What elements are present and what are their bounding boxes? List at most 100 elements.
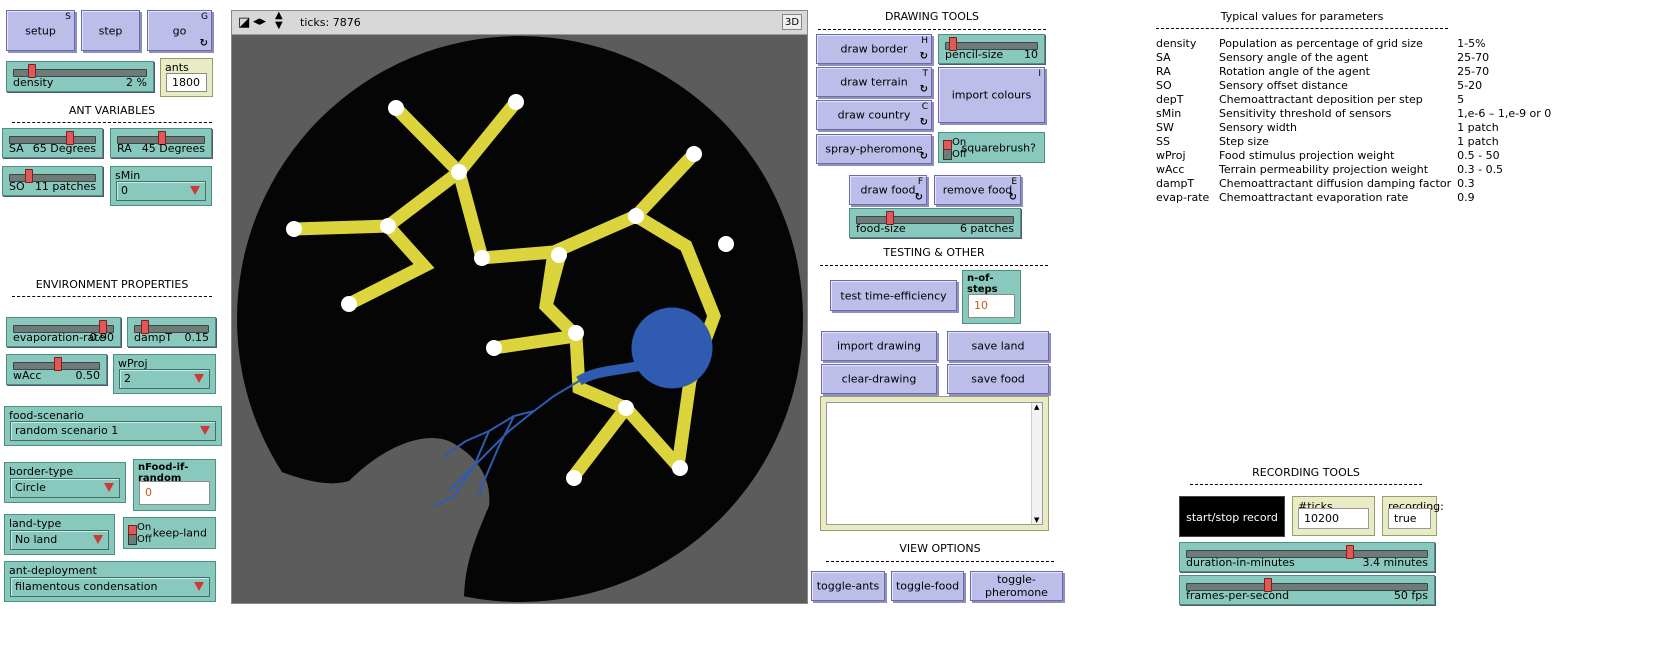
chooser-box[interactable]: 2 <box>119 369 210 389</box>
chooser-box[interactable]: 0 <box>116 181 206 201</box>
ant-deployment-chooser[interactable]: ant-deployment filamentous condensation <box>4 561 216 602</box>
view-toolbar: ◪ ◂▸ ▲ ▼ ticks: 7876 3D <box>232 11 807 35</box>
setup-button[interactable]: S setup <box>6 10 75 51</box>
chooser-box[interactable]: filamentous condensation <box>10 577 210 597</box>
scroll-down-icon[interactable]: ▼ <box>1034 516 1040 524</box>
horizontal-arrows-icon[interactable]: ◂▸ <box>253 14 267 29</box>
slider-thumb[interactable] <box>886 211 895 225</box>
draw-country-button[interactable]: C draw country ↻ <box>816 100 932 130</box>
parameter-row: sMin Sensitivity threshold of sensors 1,e-… <box>1156 107 1557 121</box>
button-label: import colours <box>951 88 1032 102</box>
slider-thumb[interactable] <box>1346 545 1355 559</box>
chooser-box[interactable]: random scenario 1 <box>10 421 216 441</box>
parameter-name: wProj <box>1156 149 1186 162</box>
button-key: F <box>917 177 923 187</box>
scroll-up-icon[interactable]: ▲ <box>1034 403 1040 411</box>
test-time-efficiency-button[interactable]: test time-efficiency <box>830 280 957 311</box>
sa-slider[interactable]: SA 65 Degrees <box>2 128 103 158</box>
pencil-size-slider[interactable]: pencil-size 10 <box>938 34 1045 64</box>
parameter-description: Chemoattractant deposition per step <box>1219 93 1423 106</box>
food-point <box>486 340 502 356</box>
density-slider[interactable]: density 2 % <box>6 61 154 92</box>
slider-value: 0.15 <box>184 331 210 344</box>
input-name: nFood-if-random <box>138 462 189 484</box>
slider-thumb[interactable] <box>53 357 62 371</box>
toggle-ants-button[interactable]: toggle-ants <box>811 571 885 601</box>
import-drawing-button[interactable]: import drawing <box>821 331 937 361</box>
world-view[interactable]: ◪ ◂▸ ▲ ▼ ticks: 7876 3D <box>231 10 808 604</box>
remove-food-button[interactable]: E remove food ↻ <box>934 175 1021 205</box>
n-of-steps-field[interactable]: 10 <box>968 294 1015 318</box>
slime-tendrils <box>433 380 580 507</box>
wproj-chooser[interactable]: wProj 2 <box>113 354 216 394</box>
spray-pheromone-button[interactable]: spray-pheromone ↻ <box>816 134 932 164</box>
parameter-value: 0.9 <box>1457 191 1475 204</box>
switch-toggle[interactable] <box>128 525 137 545</box>
duration-in-minutes-slider[interactable]: duration-in-minutes 3.4 minutes <box>1179 542 1435 572</box>
border-type-chooser[interactable]: border-type Circle <box>4 462 126 503</box>
toggle-food-button[interactable]: toggle-food <box>891 571 964 601</box>
switch-toggle[interactable] <box>943 140 952 160</box>
draw-terrain-button[interactable]: T draw terrain ↻ <box>816 67 932 97</box>
slider-thumb[interactable] <box>140 320 149 334</box>
parameter-name: dampT <box>1156 177 1195 190</box>
slider-thumb[interactable] <box>28 64 37 78</box>
start-stop-record-button[interactable]: start/stop record <box>1179 496 1285 537</box>
slider-thumb[interactable] <box>949 37 958 51</box>
parameter-description: Population as percentage of grid size <box>1219 37 1423 50</box>
ra-slider[interactable]: RA 45 Degrees <box>110 128 212 158</box>
recording-tools-title: RECORDING TOOLS <box>1190 466 1422 485</box>
food-size-slider[interactable]: food-size 6 patches <box>849 208 1021 238</box>
import-colours-button[interactable]: I import colours <box>938 67 1045 123</box>
output-text[interactable]: ▲ ▼ <box>826 402 1043 525</box>
slider-thumb[interactable] <box>98 320 107 334</box>
resize-icon[interactable]: ◪ <box>238 15 251 30</box>
button-label: save food <box>971 372 1025 386</box>
ants-input[interactable]: ants 1800 <box>160 58 213 97</box>
food-point <box>341 296 357 312</box>
wacc-slider[interactable]: wAcc 0.50 <box>6 354 107 385</box>
step-label: step <box>98 24 123 37</box>
view-options-title: VIEW OPTIONS <box>826 542 1054 562</box>
slider-thumb[interactable] <box>1263 578 1272 592</box>
recording-monitor: recording: true <box>1382 496 1444 536</box>
output-area[interactable]: ▲ ▼ <box>820 396 1049 531</box>
divider <box>12 296 212 297</box>
keep-land-switch[interactable]: On Off keep-land <box>123 517 216 549</box>
frames-per-second-slider[interactable]: frames-per-second 50 fps <box>1179 575 1435 605</box>
parameter-name: SW <box>1156 121 1174 134</box>
chooser-box[interactable]: No land <box>10 530 109 550</box>
draw-food-button[interactable]: F draw food ↻ <box>849 175 927 205</box>
toggle-pheromone-button[interactable]: toggle-pheromone <box>970 571 1063 601</box>
save-food-button[interactable]: save food <box>947 364 1049 394</box>
n-of-steps-input[interactable]: n-of-steps 10 <box>962 270 1021 324</box>
slider-thumb[interactable] <box>65 131 74 145</box>
save-land-button[interactable]: save land <box>947 331 1049 361</box>
3d-button[interactable]: 3D <box>782 14 802 30</box>
evaporation-rate-slider[interactable]: evaporation-rate 0.90 <box>6 317 121 347</box>
world-canvas[interactable] <box>234 36 805 602</box>
forever-icon: ↻ <box>914 192 923 203</box>
chooser-value: random scenario 1 <box>15 424 119 437</box>
so-slider[interactable]: SO 11 patches <box>2 166 103 196</box>
dampt-slider[interactable]: dampT 0.15 <box>127 317 216 347</box>
vertical-arrows-icon[interactable]: ▲ ▼ <box>275 10 283 31</box>
slider-thumb[interactable] <box>158 131 166 145</box>
parameter-row: RA Rotation angle of the agent 25-70 <box>1156 65 1557 79</box>
squarebrush-switch[interactable]: On Off squarebrush? <box>938 132 1045 163</box>
nfood-field[interactable]: 0 <box>139 481 210 505</box>
ants-field[interactable]: 1800 <box>166 73 207 92</box>
output-scrollbar[interactable]: ▲ ▼ <box>1031 403 1042 524</box>
land-type-chooser[interactable]: land-type No land <box>4 514 115 555</box>
go-button[interactable]: G go ↻ <box>147 10 212 51</box>
slider-thumb[interactable] <box>25 169 34 183</box>
step-button[interactable]: step <box>81 10 140 51</box>
food-scenario-chooser[interactable]: food-scenario random scenario 1 <box>4 406 222 446</box>
parameter-name: wAcc <box>1156 163 1185 176</box>
trail <box>381 165 466 233</box>
draw-border-button[interactable]: H draw border ↻ <box>816 34 932 64</box>
chooser-box[interactable]: Circle <box>10 478 120 498</box>
nfood-if-random-input[interactable]: nFood-if-random 0 <box>133 459 216 511</box>
smin-chooser[interactable]: sMin 0 <box>110 166 212 206</box>
clear-drawing-button[interactable]: clear-drawing <box>821 364 937 394</box>
